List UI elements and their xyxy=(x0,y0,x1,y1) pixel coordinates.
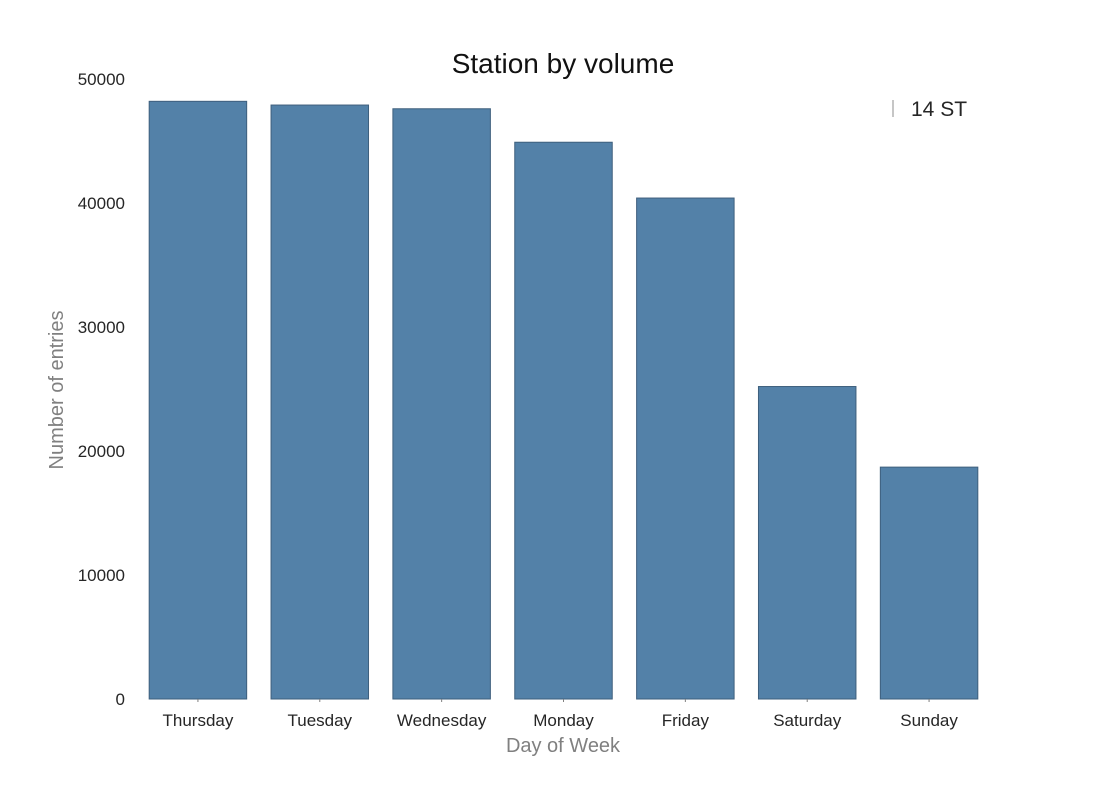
y-axis-label: Number of entries xyxy=(46,311,68,470)
y-tick-label: 50000 xyxy=(78,70,125,89)
legend-label: 14 ST xyxy=(911,98,967,121)
x-tick-label: Wednesday xyxy=(397,711,487,730)
bar-series xyxy=(148,100,979,700)
x-axis-ticks: Thursday Tuesday Wednesday Monday Friday Satu… xyxy=(162,699,958,730)
y-axis-ticks: 0 10000 20000 30000 40000 50000 xyxy=(78,70,125,709)
x-tick-label: Friday xyxy=(662,711,710,730)
y-tick-label: 40000 xyxy=(78,194,125,213)
bar xyxy=(148,100,248,700)
bar xyxy=(392,108,491,700)
x-axis-label: Day of Week xyxy=(506,735,621,757)
chart-title: Station by volume xyxy=(452,48,675,79)
bar xyxy=(636,197,735,700)
x-tick-label: Sunday xyxy=(900,711,958,730)
y-tick-label: 20000 xyxy=(78,442,125,461)
y-tick-label: 30000 xyxy=(78,318,125,337)
x-tick-label: Monday xyxy=(533,711,594,730)
legend: 14 ST xyxy=(892,98,967,121)
y-tick-label: 0 xyxy=(116,690,125,709)
x-tick-label: Saturday xyxy=(773,711,842,730)
x-tick-label: Thursday xyxy=(162,711,233,730)
bar xyxy=(757,386,857,700)
bar xyxy=(514,141,613,700)
y-tick-label: 10000 xyxy=(78,566,125,585)
bar xyxy=(879,466,979,700)
bar xyxy=(270,104,370,700)
x-tick-label: Tuesday xyxy=(287,711,352,730)
